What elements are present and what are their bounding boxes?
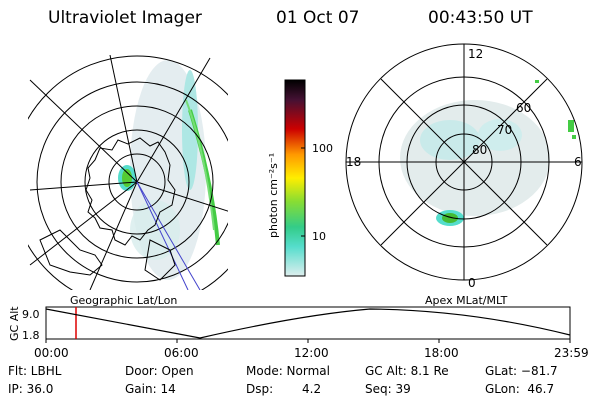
info-seq: Seq: 39 (365, 382, 411, 396)
colorbar-tick-10: 10 (312, 230, 326, 243)
xtick-2359: 23:59 (554, 346, 589, 360)
mlt-label-18: 18 (346, 155, 361, 169)
xtick-1200: 12:00 (294, 346, 329, 360)
apex-map: 60 70 80 12 18 6 0 (345, 43, 583, 290)
info-dsp-label: Dsp: (246, 382, 274, 396)
info-mode: Mode: Normal (246, 364, 330, 378)
alt-ytick-top: 9.0 (22, 308, 40, 321)
info-door: Door: Open (125, 364, 194, 378)
geographic-label: Geographic Lat/Lon (70, 294, 178, 307)
alt-ytick-bottom: 1.8 (22, 329, 40, 342)
info-filter: Flt: LBHL (8, 364, 62, 378)
info-ip: IP: 36.0 (8, 382, 54, 396)
geographic-map (28, 55, 228, 290)
apex-label: Apex MLat/MLT (425, 294, 508, 307)
xtick-1800: 18:00 (424, 346, 459, 360)
info-gain: Gain: 14 (125, 382, 176, 396)
lat-label-60: 60 (516, 101, 531, 115)
time-label: 00:43:50 UT (428, 8, 533, 28)
xtick-0600: 06:00 (164, 346, 199, 360)
info-gc-alt: GC Alt: 8.1 Re (365, 364, 449, 378)
info-glat: GLat: −81.7 (485, 364, 558, 378)
altitude-curve (45, 308, 571, 339)
date-label: 01 Oct 07 (276, 8, 360, 28)
colorbar-unit-label: photon cm⁻²s⁻¹ (267, 153, 280, 238)
mlt-label-6: 6 (574, 155, 582, 169)
info-glon: GLon: 46.7 (485, 382, 555, 396)
lat-label-70: 70 (497, 123, 512, 137)
colorbar-tick-100: 100 (312, 142, 333, 155)
altitude-plot: GC Alt 9.0 1.8 (8, 306, 571, 343)
lat-label-80: 80 (472, 143, 487, 157)
xtick-0000: 00:00 (34, 346, 69, 360)
app-title: Ultraviolet Imager (48, 8, 202, 28)
mlt-label-0: 0 (468, 276, 476, 290)
alt-ylabel: GC Alt (8, 306, 21, 341)
mlt-label-12: 12 (468, 47, 483, 61)
colorbar-gradient (284, 79, 306, 277)
info-dsp-value: 4.2 (302, 382, 322, 396)
colorbar: photon cm⁻²s⁻¹ (267, 79, 306, 277)
